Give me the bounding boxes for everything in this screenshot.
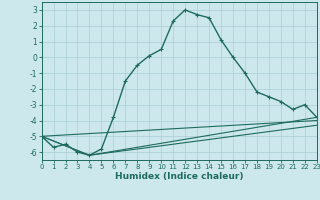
X-axis label: Humidex (Indice chaleur): Humidex (Indice chaleur) — [115, 172, 244, 181]
